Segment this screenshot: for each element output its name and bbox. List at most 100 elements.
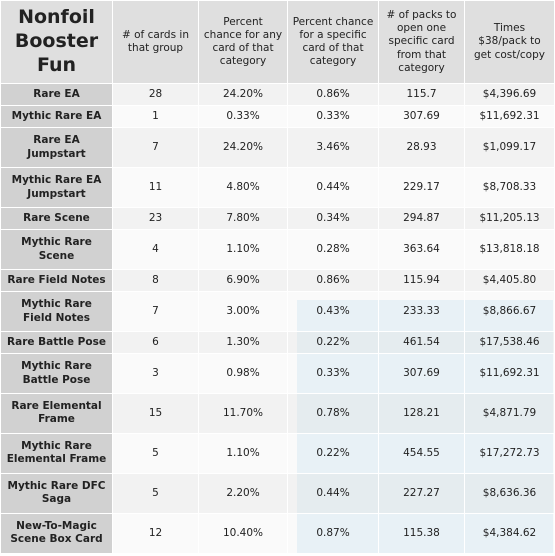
cell: 0.33%	[198, 105, 288, 129]
cell: 28.93	[378, 127, 465, 169]
table-row: Rare EA Jumpstart 7 24.20% 3.46% 28.93 $1,099…	[0, 127, 555, 169]
cell: 28	[112, 82, 199, 107]
cell: 0.34%	[287, 206, 379, 231]
cell: 12	[112, 512, 199, 555]
cell: 0.22%	[287, 330, 379, 355]
cell: $4,405.80	[464, 268, 555, 293]
cell: $8,636.36	[464, 472, 555, 514]
cell: 128.21	[378, 393, 465, 434]
table-row: Rare Scene 23 7.80% 0.34% 294.87 $11,205.13	[0, 206, 555, 231]
cell: 0.28%	[287, 229, 379, 270]
cell: $17,272.73	[464, 432, 555, 474]
table-row: Mythic Rare EA Jumpstart 11 4.80% 0.44% 229.…	[0, 167, 555, 208]
cell: 461.54	[378, 330, 465, 355]
cell: 0.78%	[287, 393, 379, 434]
cell: 1	[112, 105, 199, 129]
row-label: Rare EA Jumpstart	[0, 127, 113, 169]
row-label: Mythic Rare DFC Saga	[0, 472, 113, 514]
cell: $11,205.13	[464, 206, 555, 231]
cell: 11	[112, 167, 199, 208]
row-label: Mythic Rare Battle Pose	[0, 353, 113, 394]
table-row: Mythic Rare DFC Saga 5 2.20% 0.44% 227.27 $8,…	[0, 472, 555, 514]
cell: $8,708.33	[464, 167, 555, 208]
cell: 294.87	[378, 206, 465, 231]
table-row: Rare Battle Pose 6 1.30% 0.22% 461.54 $17,538…	[0, 330, 555, 355]
row-label: Mythic Rare Scene	[0, 229, 113, 270]
cell: 0.86%	[287, 82, 379, 107]
cell: 11.70%	[198, 393, 288, 434]
cell: $4,396.69	[464, 82, 555, 107]
cell: 115.94	[378, 268, 465, 293]
cell: 3	[112, 353, 199, 394]
cell: 2.20%	[198, 472, 288, 514]
table-row: Mythic Rare Battle Pose 3 0.98% 0.33% 307.69…	[0, 353, 555, 394]
cell: 6	[112, 330, 199, 355]
cell: $4,384.62	[464, 512, 555, 555]
cell: 0.43%	[287, 291, 379, 332]
cell: 227.27	[378, 472, 465, 514]
cell: $4,871.79	[464, 393, 555, 434]
cell: 4	[112, 229, 199, 270]
cell: 5	[112, 432, 199, 474]
cell: 229.17	[378, 167, 465, 208]
table-title: Nonfoil Booster Fun	[0, 0, 113, 84]
cell: 0.87%	[287, 512, 379, 555]
cell: 1.10%	[198, 432, 288, 474]
cell: 24.20%	[198, 127, 288, 169]
cell: 0.33%	[287, 105, 379, 129]
column-header: Percent chance for any card of that cate…	[198, 0, 288, 84]
cell: 0.98%	[198, 353, 288, 394]
row-label: Rare Battle Pose	[0, 330, 113, 355]
cell: 6.90%	[198, 268, 288, 293]
row-label: Rare Scene	[0, 206, 113, 231]
cell: 23	[112, 206, 199, 231]
cell: 24.20%	[198, 82, 288, 107]
row-label: Mythic Rare Field Notes	[0, 291, 113, 332]
table-row: Rare Elemental Frame 15 11.70% 0.78% 128.21 $…	[0, 393, 555, 434]
row-label: Mythic Rare Elemental Frame	[0, 432, 113, 474]
cell: $1,099.17	[464, 127, 555, 169]
column-header: Percent chance for a specific card of th…	[287, 0, 379, 84]
row-label: Rare Field Notes	[0, 268, 113, 293]
cell: 363.64	[378, 229, 465, 270]
column-header: # of cards in that group	[112, 0, 199, 84]
cell: 307.69	[378, 105, 465, 129]
cell: 1.10%	[198, 229, 288, 270]
table-row: Rare EA 28 24.20% 0.86% 115.7 $4,396.69	[0, 82, 555, 107]
table-row: Mythic Rare Scene 4 1.10% 0.28% 363.64 $13,81…	[0, 229, 555, 270]
cell: 3.46%	[287, 127, 379, 169]
cell: 7	[112, 291, 199, 332]
cell: 0.44%	[287, 472, 379, 514]
cell: $13,818.18	[464, 229, 555, 270]
table-row: Rare Field Notes 8 6.90% 0.86% 115.94 $4,405.…	[0, 268, 555, 293]
column-header: # of packs to open one specific card fro…	[378, 0, 465, 84]
cell: 0.22%	[287, 432, 379, 474]
row-label: New-To-Magic Scene Box Card	[0, 512, 113, 555]
cell: 1.30%	[198, 330, 288, 355]
cell: 15	[112, 393, 199, 434]
cell: 307.69	[378, 353, 465, 394]
header-row: Nonfoil Booster Fun # of cards in that gr…	[0, 0, 555, 84]
cell: $11,692.31	[464, 353, 555, 394]
cell: 0.44%	[287, 167, 379, 208]
table-row: Mythic Rare Field Notes 7 3.00% 0.43% 233.33…	[0, 291, 555, 332]
cell: 0.86%	[287, 268, 379, 293]
cell: 454.55	[378, 432, 465, 474]
cell: 10.40%	[198, 512, 288, 555]
cell: 4.80%	[198, 167, 288, 208]
cell: 115.38	[378, 512, 465, 555]
cell: $11,692.31	[464, 105, 555, 129]
table-row: New-To-Magic Scene Box Card 12 10.40% 0.87%…	[0, 512, 555, 555]
row-label: Rare EA	[0, 82, 113, 107]
table-row: Mythic Rare Elemental Frame 5 1.10% 0.22% 45…	[0, 432, 555, 474]
row-label: Mythic Rare EA	[0, 105, 113, 129]
cell: 0.33%	[287, 353, 379, 394]
cell: 7	[112, 127, 199, 169]
cell: 3.00%	[198, 291, 288, 332]
cell: $8,866.67	[464, 291, 555, 332]
table-row: Mythic Rare EA 1 0.33% 0.33% 307.69 $11,692.3…	[0, 105, 555, 129]
cell: 7.80%	[198, 206, 288, 231]
cell: 115.7	[378, 82, 465, 107]
